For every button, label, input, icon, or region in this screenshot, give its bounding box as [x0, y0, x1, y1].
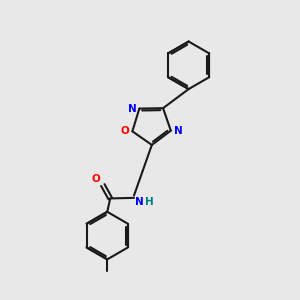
Text: N: N	[174, 126, 182, 136]
Text: N: N	[135, 197, 143, 207]
Text: H: H	[145, 197, 154, 207]
Text: O: O	[92, 174, 100, 184]
Text: O: O	[121, 126, 129, 136]
Text: N: N	[128, 103, 136, 114]
